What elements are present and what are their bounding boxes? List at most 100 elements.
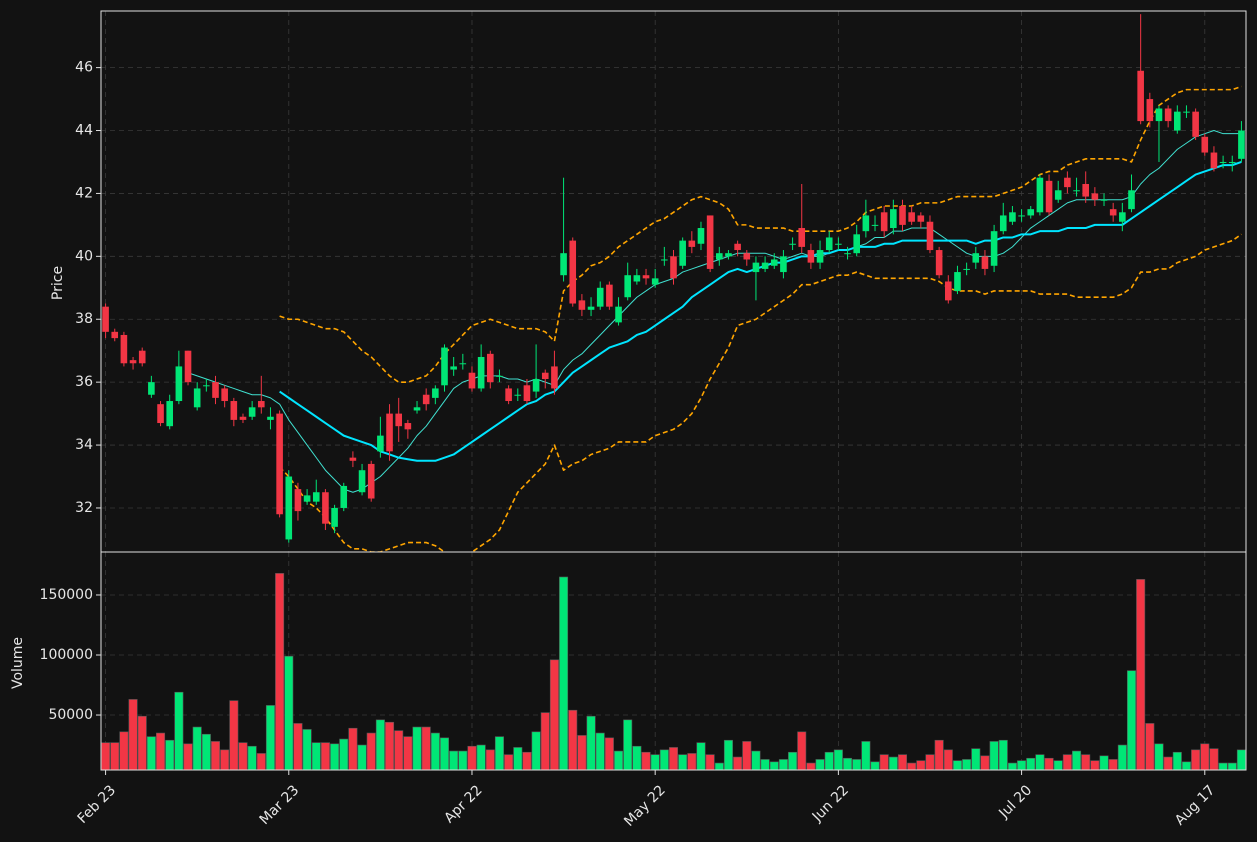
volume-bar [1191, 749, 1201, 770]
volume-bar [265, 705, 275, 770]
volume-bar [467, 745, 477, 770]
volume-bar [485, 749, 495, 770]
candle-body [496, 375, 503, 377]
volume-bar [1200, 743, 1210, 770]
volume-bar [668, 747, 679, 770]
volume-bar [577, 735, 587, 770]
candle-body [523, 385, 531, 402]
candle-body [670, 256, 677, 279]
candle-body [587, 306, 595, 310]
volume-bar [742, 741, 752, 770]
volume-bar [1209, 748, 1219, 770]
candle-body [1036, 177, 1044, 213]
candle-body [1100, 199, 1108, 201]
candle-body [1164, 108, 1172, 122]
candle-body [340, 485, 348, 508]
candle-body [322, 492, 329, 524]
volume-bar [146, 736, 156, 770]
candle-body [487, 353, 494, 383]
volume-bar [943, 749, 953, 770]
volume-bar [1236, 749, 1246, 770]
volume-bar [192, 726, 202, 770]
candle-body [239, 416, 247, 420]
volume-bar [1181, 761, 1191, 770]
volume-bar [1026, 757, 1036, 770]
volume-bar [925, 754, 935, 770]
volume-bar [806, 762, 816, 770]
volume-bar [412, 726, 422, 770]
y-tick-label: 100000 [40, 647, 93, 663]
volume-bar [311, 742, 321, 770]
candle-body [926, 221, 934, 251]
volume-bar [714, 762, 724, 770]
candle-body [1192, 111, 1199, 137]
candle-body [193, 388, 201, 408]
candle-body [358, 470, 366, 493]
candle-body [752, 262, 760, 273]
candle-body [642, 275, 650, 279]
candle-body [1146, 99, 1154, 122]
volume-bar [247, 745, 257, 770]
volume-bar [210, 741, 221, 770]
candle-body [798, 228, 806, 247]
candle-body [276, 413, 283, 515]
y-tick-label: 34 [75, 437, 93, 453]
candle-body [111, 331, 119, 339]
candle-body [981, 256, 989, 269]
candle-body [1219, 161, 1227, 163]
candle-body [1183, 111, 1190, 113]
volume-bar [375, 719, 385, 770]
volume-bar [293, 723, 303, 770]
y-tick-label: 42 [75, 185, 93, 201]
volume-bar [678, 754, 688, 770]
candle-body [743, 253, 751, 260]
volume-bar [760, 759, 770, 770]
candle-body [157, 404, 164, 424]
volume-bar [897, 754, 908, 770]
candle-body [441, 347, 448, 386]
candle-body [1210, 152, 1218, 169]
volume-bar [623, 719, 633, 770]
volume-bar [1081, 754, 1091, 770]
candle-body [899, 206, 906, 225]
volume-bar [1053, 760, 1063, 770]
volume-bar [531, 731, 541, 770]
candle-body [377, 435, 384, 452]
volume-bar [595, 732, 605, 770]
volume-bar [1145, 723, 1155, 770]
volume-bar [504, 754, 514, 770]
volume-bar [568, 709, 578, 770]
candle-body [578, 300, 586, 310]
candle-body [541, 372, 549, 380]
volume-bar [852, 759, 862, 770]
candle-body [761, 262, 769, 269]
volume-bar [201, 733, 211, 770]
y-tick-label: 50000 [48, 707, 93, 723]
volume-bar [156, 732, 166, 770]
candle-body [413, 407, 421, 411]
volume-bar [989, 741, 999, 770]
volume-bar [1099, 755, 1109, 770]
candle-body [432, 388, 439, 398]
candle-body [138, 350, 146, 364]
candle-body [166, 401, 173, 427]
volume-bar [1062, 754, 1072, 770]
volume-bar [394, 730, 404, 770]
volume-bar [449, 750, 459, 770]
candle-body [661, 259, 668, 261]
volume-bar [229, 700, 239, 770]
volume-bar [522, 751, 532, 770]
candle-body [1238, 130, 1245, 159]
candle-body [615, 306, 622, 323]
volume-bar [339, 738, 349, 770]
y-tick-label: 36 [75, 374, 93, 390]
volume-bar [1117, 744, 1127, 770]
volume-bar [357, 744, 367, 770]
candle-body [514, 394, 522, 396]
candle-body [825, 237, 833, 251]
candle-body [267, 416, 274, 420]
candle-body [807, 250, 815, 263]
volume-bar [549, 659, 559, 770]
volume-bar [769, 761, 779, 770]
